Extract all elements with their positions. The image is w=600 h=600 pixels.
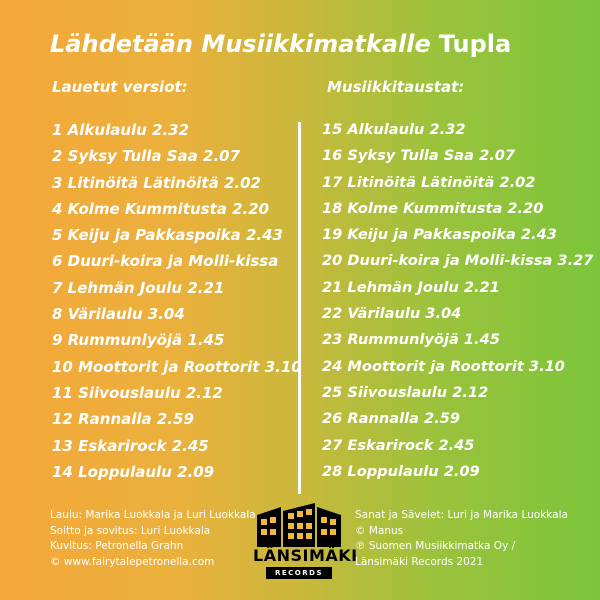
track-item: 14 Loppulaulu 2.09	[52, 462, 215, 481]
track-item: 8 Värilaulu 3.04	[52, 305, 185, 324]
credit-line: Laulu: Marika Luokkala ja Luri Luokkala	[50, 509, 256, 521]
track-item: 22 Värilaulu 3.04	[322, 305, 462, 323]
track-item: 28 Loppulaulu 2.09	[322, 462, 480, 480]
track-item: 21 Lehmän Joulu 2.21	[322, 278, 500, 296]
track-item: 24 Moottorit ja Roottorit 3.10	[322, 357, 565, 375]
track-item: 27 Eskarirock 2.45	[322, 436, 475, 454]
vocal-track-list: 1 Alkulaulu 2.32 2 Syksy Tulla Saa 2.07 …	[52, 117, 302, 485]
track-item: 20 Duuri-koira ja Molli-kissa 3.27	[322, 252, 594, 270]
track-item: 1 Alkulaulu 2.32	[52, 121, 190, 139]
lansimaki-records-logo: LÄNSIMÄKI RECORDS	[253, 501, 358, 581]
track-item: 3 Litinöitä Lätinöitä 2.02	[52, 173, 261, 192]
track-item: 5 Keiju ja Pakkaspoika 2.43	[52, 226, 283, 245]
column-divider	[298, 122, 301, 494]
buildings-icon	[257, 503, 341, 547]
credit-line: ℗ Suomen Musiikkimatka Oy /	[355, 540, 516, 552]
track-item: 9 Rummunlyöjä 1.45	[52, 331, 225, 350]
track-item: 11 Siivouslaulu 2.12	[52, 383, 223, 402]
credits-left: Laulu: Marika Luokkala ja Luri Luokkala …	[50, 508, 256, 570]
logo-subtitle: RECORDS	[266, 567, 332, 579]
track-item: 23 Rummunlyöjä 1.45	[322, 331, 500, 349]
track-item: 12 Rannalla 2.59	[52, 410, 194, 429]
credit-line: Sanat ja Sävelet: Luri ja Marika Luokkal…	[355, 509, 568, 521]
track-item: 4 Kolme Kummitusta 2.20	[52, 199, 270, 218]
credit-line: Kuvitus: Petronella Grahn	[50, 540, 184, 552]
track-item: 25 Siivouslaulu 2.12	[322, 383, 489, 401]
credit-line: Länsimäki Records 2021	[355, 555, 484, 568]
album-title-badge: Tupla	[438, 30, 512, 58]
credit-line: © www.fairytalepetronella.com	[50, 555, 215, 568]
track-item: 15 Alkulaulu 2.32	[322, 121, 466, 138]
album-title: Lähdetään Musiikkimatkalle Tupla	[50, 30, 570, 58]
track-item: 7 Lehmän Joulu 2.21	[52, 278, 225, 297]
left-column-heading: Lauetut versiot:	[52, 78, 188, 96]
credit-line: © Manus	[355, 524, 404, 537]
track-item: 19 Keiju ja Pakkaspoika 2.43	[322, 226, 557, 244]
credit-line: Soitto ja sovitus: Luri Luokkala	[50, 524, 211, 537]
right-column-heading: Musiikkitaustat:	[327, 78, 465, 96]
track-item: 6 Duuri-koira ja Molli-kissa	[52, 252, 279, 271]
instrumental-track-list: 15 Alkulaulu 2.32 16 Syksy Tulla Saa 2.0…	[322, 117, 594, 485]
track-item: 10 Moottorit ja Roottorit 3.10	[52, 357, 302, 376]
track-item: 13 Eskarirock 2.45	[52, 436, 209, 455]
credits-right: Sanat ja Sävelet: Luri ja Marika Luokkal…	[355, 508, 568, 570]
track-item: 2 Syksy Tulla Saa 2.07	[52, 147, 241, 166]
track-item: 18 Kolme Kummitusta 2.20	[322, 199, 544, 217]
logo-wordmark: LÄNSIMÄKI	[253, 546, 358, 565]
album-title-text: Lähdetään Musiikkimatkalle	[50, 30, 431, 58]
track-item: 26 Rannalla 2.59	[322, 410, 461, 428]
track-item: 17 Litinöitä Lätinöitä 2.02	[322, 173, 536, 191]
track-item: 16 Syksy Tulla Saa 2.07	[322, 147, 516, 165]
